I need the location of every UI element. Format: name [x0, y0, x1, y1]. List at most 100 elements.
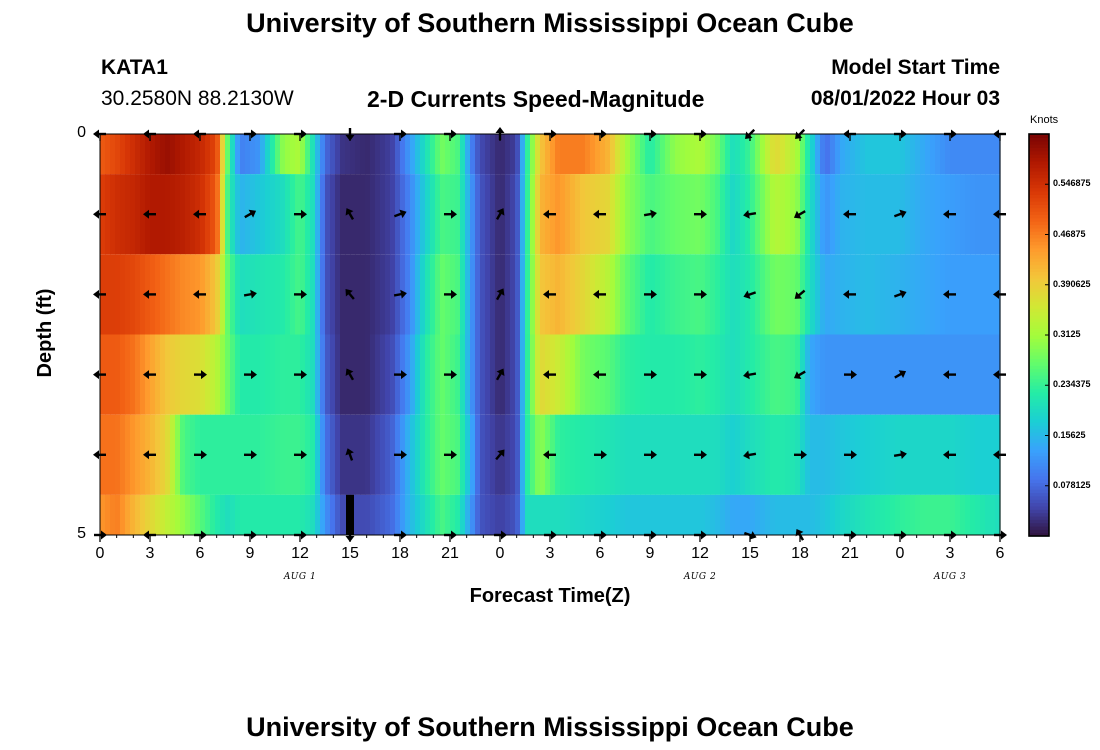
heatmap-cell	[275, 494, 281, 535]
colorbar-segment	[1029, 268, 1049, 272]
heatmap-cell	[480, 334, 486, 415]
heatmap-cell	[615, 414, 621, 495]
heatmap-cell	[675, 254, 681, 335]
heatmap-cell	[870, 414, 876, 495]
heatmap-cell	[925, 254, 931, 335]
colorbar-segment	[1029, 385, 1049, 390]
colorbar-segment	[1029, 140, 1049, 145]
current-vector-arrow	[444, 209, 457, 219]
heatmap-cell	[960, 174, 966, 255]
vector-head	[496, 208, 505, 216]
heatmap-cell	[365, 174, 371, 255]
heatmap-cell	[685, 414, 691, 495]
heatmap-cell	[825, 334, 831, 415]
heatmap-cell	[305, 414, 311, 495]
heatmap-cell	[380, 414, 386, 495]
colorbar	[1028, 133, 1050, 537]
heatmap-cell	[670, 134, 676, 175]
current-vector-arrow	[393, 209, 407, 219]
heatmap-cell	[420, 174, 426, 255]
vector-head	[701, 289, 707, 299]
heatmap-cell	[185, 134, 191, 175]
heatmap-cell	[420, 494, 426, 535]
heatmap-cell	[760, 414, 766, 495]
heatmap-cell	[725, 134, 731, 175]
heatmap-cell	[765, 334, 771, 415]
heatmap-cell	[775, 334, 781, 415]
heatmap-cell	[255, 334, 261, 415]
colorbar-segment	[1029, 321, 1049, 326]
heatmap-cell	[835, 134, 841, 175]
heatmap-cell	[375, 334, 381, 415]
heatmap-cell	[135, 174, 141, 255]
heatmap-cell	[625, 254, 631, 335]
heatmap-cell	[350, 134, 356, 175]
heatmap-cell	[135, 334, 141, 415]
vector-head	[794, 291, 803, 299]
colorbar-segment	[1029, 395, 1049, 400]
heatmap-cell	[660, 254, 666, 335]
heatmap-cell	[155, 334, 161, 415]
heatmap-cell	[790, 494, 796, 535]
heatmap-cell	[220, 174, 226, 255]
x-tick-label: 0	[895, 545, 905, 562]
heatmap-cell	[785, 494, 791, 535]
current-vector-arrow	[893, 209, 907, 219]
heatmap-cell	[685, 334, 691, 415]
heatmap-cell	[505, 334, 511, 415]
colorbar-segment	[1029, 472, 1049, 477]
heatmap-cell	[525, 174, 531, 255]
heatmap-cell	[395, 134, 401, 175]
heatmap-cell	[935, 334, 941, 415]
heatmap-cell	[825, 174, 831, 255]
current-vector-arrow	[294, 450, 307, 460]
heatmap-cell	[425, 174, 431, 255]
vector-head	[301, 370, 307, 380]
heatmap-cell	[285, 254, 291, 335]
heatmap-cell	[265, 414, 271, 495]
heatmap-cell	[755, 134, 761, 175]
heatmap-cell	[580, 414, 586, 495]
heatmap-cell	[790, 134, 796, 175]
heatmap-cell	[575, 494, 581, 535]
current-vector-arrow	[794, 289, 806, 299]
heatmap-cell	[935, 254, 941, 335]
heatmap-cell	[865, 254, 871, 335]
heatmap-cell	[325, 174, 331, 255]
heatmap-cell	[985, 414, 991, 495]
heatmap-cell	[265, 334, 271, 415]
heatmap-cell	[290, 334, 296, 415]
heatmap-cell	[370, 254, 376, 335]
heatmap-cell	[620, 254, 626, 335]
heatmap-cell	[710, 414, 716, 495]
current-vector-arrow	[743, 209, 757, 219]
heatmap-cell	[640, 494, 646, 535]
colorbar-segment	[1029, 522, 1049, 527]
heatmap-cell	[360, 494, 366, 535]
current-vector-arrow	[244, 209, 257, 219]
heatmap-cell	[220, 494, 226, 535]
colorbar-tick-label: 0.3125	[1053, 329, 1081, 339]
heatmap-cell	[475, 414, 481, 495]
heatmap-cell	[555, 494, 561, 535]
heatmap-cell	[385, 174, 391, 255]
heatmap-cell	[435, 174, 441, 255]
colorbar-segment	[1029, 318, 1049, 323]
heatmap-cell	[120, 494, 126, 535]
heatmap-cell	[670, 174, 676, 255]
current-vector-arrow	[193, 289, 206, 299]
x-tick-label: 15	[741, 545, 759, 562]
current-vector-arrow	[444, 289, 457, 299]
heatmap-cell	[260, 134, 266, 175]
heatmap-cell	[560, 414, 566, 495]
heatmap-cell	[965, 134, 971, 175]
heatmap-cell	[930, 414, 936, 495]
heatmap-cell	[580, 494, 586, 535]
colorbar-segment	[1029, 167, 1049, 172]
current-vector-arrow	[394, 370, 407, 380]
heatmap-cell	[705, 254, 711, 335]
heatmap-cell	[585, 414, 591, 495]
colorbar-segment	[1029, 361, 1049, 366]
heatmap-cell	[530, 414, 536, 495]
